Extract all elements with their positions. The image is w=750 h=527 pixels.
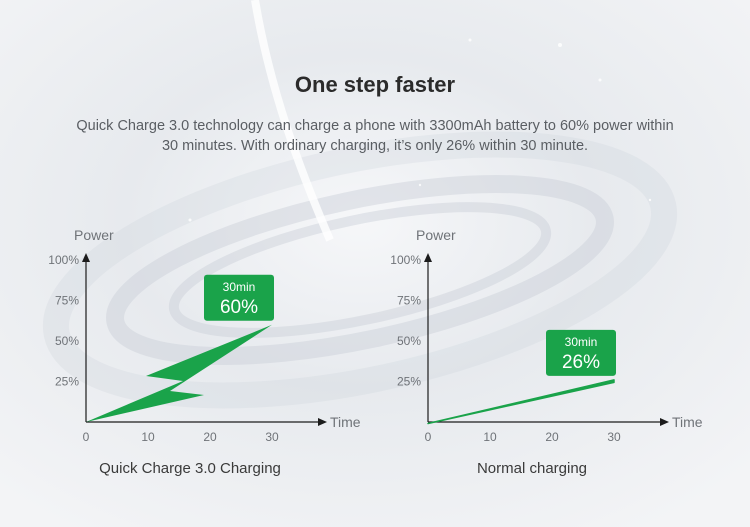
- y-tick-label: 50%: [55, 334, 79, 348]
- quick-charge-chart: Power Time 25% 50% 75% 100% 0 10 20 30 30min 60% Qu…: [20, 220, 361, 490]
- charging-curve-lightning: [86, 324, 272, 422]
- normal-charging-chart: Power Time 25% 50% 75% 100% 0 10 20 30 30min 26% No…: [362, 220, 703, 490]
- quick-charge-caption: Quick Charge 3.0 Charging: [99, 460, 281, 477]
- annotation-value: 26%: [562, 352, 600, 373]
- description-line-2: 30 minutes. With ordinary charging, it’s…: [161, 138, 589, 154]
- x-tick-label: 20: [545, 430, 559, 444]
- x-tick-label: 10: [483, 430, 497, 444]
- x-tick-label: 0: [83, 430, 90, 444]
- y-axis-arrow: [424, 253, 432, 262]
- x-axis-arrow: [318, 418, 327, 426]
- quick-charge-chart-svg: Power Time 25% 50% 75% 100% 0 10 20 30 30min 60%: [48, 227, 361, 444]
- y-tick-label: 100%: [390, 253, 421, 267]
- x-axis-title: Time: [672, 414, 703, 430]
- page-title: One step faster: [294, 72, 456, 97]
- y-axis-title: Power: [416, 227, 456, 243]
- annotation-time: 30min: [565, 335, 598, 349]
- x-axis-title: Time: [330, 414, 361, 430]
- y-tick-label: 50%: [397, 334, 421, 348]
- annotation-badge: [204, 274, 274, 321]
- normal-charging-chart-svg: Power Time 25% 50% 75% 100% 0 10 20 30 30min 26%: [390, 227, 703, 444]
- y-tick-label: 100%: [48, 253, 79, 267]
- y-tick-label: 25%: [55, 375, 79, 389]
- x-tick-label: 20: [203, 430, 217, 444]
- x-tick-label: 0: [425, 430, 432, 444]
- description: Quick Charge 3.0 technology can charge a…: [62, 116, 688, 156]
- y-axis-title: Power: [74, 227, 114, 243]
- charging-curve-line: [427, 379, 615, 425]
- annotation-value: 60%: [220, 297, 258, 318]
- x-tick-label: 30: [607, 430, 621, 444]
- x-tick-label: 30: [265, 430, 279, 444]
- x-tick-label: 10: [141, 430, 155, 444]
- annotation-badge: [546, 329, 616, 376]
- normal-charging-caption: Normal charging: [476, 460, 588, 477]
- y-tick-label: 75%: [397, 294, 421, 308]
- x-axis-arrow: [660, 418, 669, 426]
- annotation-time: 30min: [223, 280, 256, 294]
- y-tick-label: 25%: [397, 375, 421, 389]
- y-axis-arrow: [82, 253, 90, 262]
- description-line-1: Quick Charge 3.0 technology can charge a…: [76, 118, 674, 134]
- y-tick-label: 75%: [55, 294, 79, 308]
